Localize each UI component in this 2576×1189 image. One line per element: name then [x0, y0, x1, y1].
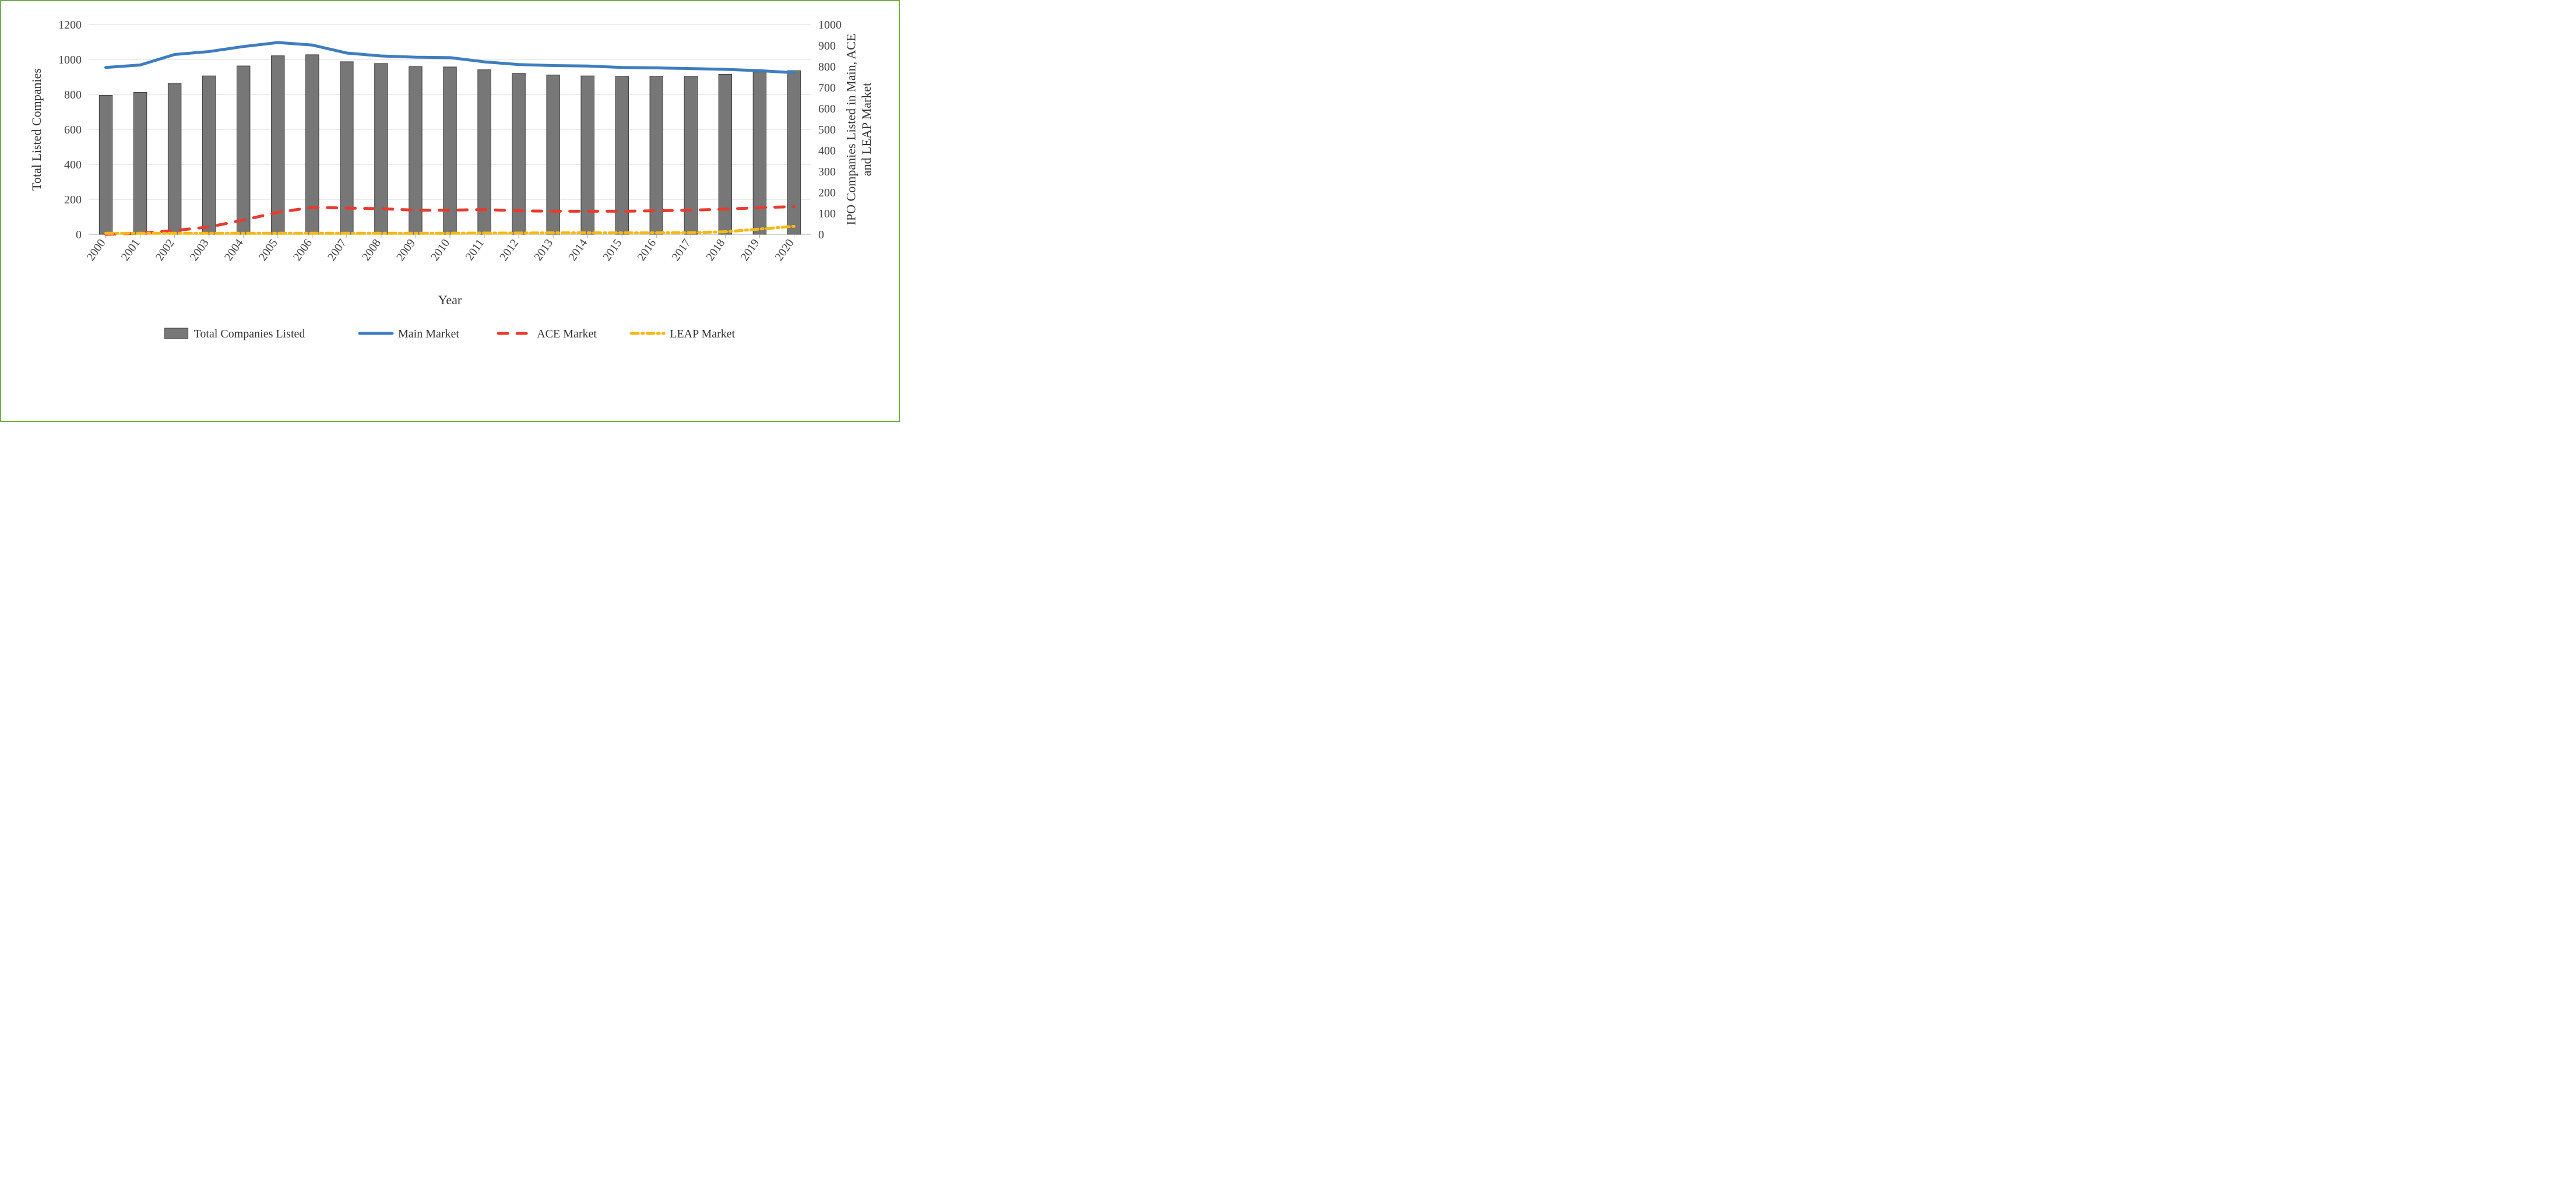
- x-tick-label: 2004: [222, 237, 246, 263]
- legend-label: Total Companies Listed: [194, 328, 305, 340]
- x-tick-label: 2002: [153, 237, 177, 263]
- x-tick-label: 2013: [532, 237, 555, 263]
- y-right-tick-label: 900: [818, 40, 836, 52]
- legend-label: ACE Market: [537, 328, 597, 340]
- x-tick-label: 2010: [428, 237, 452, 263]
- chart-svg: 0 200 400 600 800 1000 1200 0 100 200 300 400 500 600…: [19, 13, 881, 409]
- x-tick-label: 2001: [119, 237, 143, 263]
- y-right-tick-label: 700: [818, 82, 836, 94]
- legend-item: ACE Market: [498, 328, 597, 340]
- y-left-axis-title: Total Listed Companies: [29, 68, 44, 191]
- y-left-tick-label: 1000: [58, 54, 82, 66]
- x-tick-label: 2000: [85, 237, 108, 263]
- bar: [168, 83, 181, 235]
- y-right-tick-label: 100: [818, 207, 836, 220]
- y-right-axis-title: IPO Companies Listed in Main, ACEand LEA…: [843, 34, 873, 226]
- legend-label: LEAP Market: [670, 328, 735, 340]
- bar: [787, 71, 800, 234]
- y-right-tick-label: 600: [818, 103, 836, 115]
- x-tick-label: 2014: [566, 237, 590, 263]
- x-tick-label: 2015: [600, 237, 624, 263]
- y-right-tick-label: 200: [818, 187, 836, 199]
- legend-item: Total Companies Listed: [165, 328, 305, 340]
- x-tick-label: 2018: [704, 237, 728, 263]
- x-tick-label: 2006: [291, 237, 315, 263]
- bar: [99, 96, 112, 235]
- y-right-tick-label: 0: [818, 228, 824, 241]
- x-tick-label: 2011: [463, 237, 487, 263]
- x-tick-label: 2008: [360, 237, 383, 263]
- bar: [202, 76, 215, 234]
- y-right-tick-label: 400: [818, 145, 836, 157]
- y-right-tick-label: 1000: [818, 19, 842, 31]
- x-tick-label: 2009: [394, 237, 418, 263]
- legend-swatch: [165, 328, 188, 339]
- legend-item: LEAP Market: [631, 328, 735, 340]
- y-right-tick-label: 800: [818, 61, 836, 73]
- chart-container: 0 200 400 600 800 1000 1200 0 100 200 300 400 500 600…: [0, 0, 900, 422]
- bar: [272, 56, 284, 234]
- legend-item: Main Market: [360, 328, 459, 340]
- x-tick-label: 2012: [497, 237, 521, 263]
- y-left-tick-label: 0: [76, 228, 82, 241]
- x-tick-label: 2007: [325, 237, 349, 263]
- y-left-tick-label: 400: [64, 159, 82, 171]
- y-left-tick-label: 800: [64, 89, 82, 101]
- x-tick-label: 2019: [738, 237, 762, 263]
- x-tick-label: 2005: [256, 237, 280, 263]
- y-left-tick-label: 600: [64, 124, 82, 136]
- legend: Total Companies Listed Main Market ACE Mar…: [165, 328, 736, 340]
- x-tick-label: 2020: [773, 237, 797, 263]
- y-left-tick-label: 1200: [58, 19, 82, 31]
- bar: [753, 72, 766, 234]
- y-right-tick-label: 300: [818, 166, 836, 178]
- bar: [237, 66, 249, 234]
- y-left-tick-label: 200: [64, 194, 82, 206]
- x-tick-label: 2016: [635, 237, 659, 263]
- x-tick-label: 2017: [669, 237, 693, 263]
- y-right-tick-label: 500: [818, 124, 836, 136]
- x-tick-label: 2003: [188, 237, 212, 263]
- x-axis-title: Year: [438, 293, 462, 307]
- bar: [133, 92, 146, 234]
- legend-label: Main Market: [398, 328, 459, 340]
